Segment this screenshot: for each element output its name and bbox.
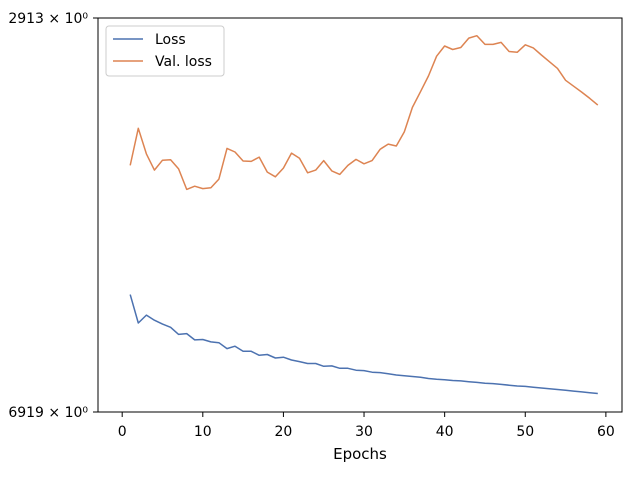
y-tick-label: 6919 × 10⁰ <box>8 405 88 421</box>
x-tick-label: 40 <box>436 424 454 440</box>
series-line-val-loss <box>129 34 599 191</box>
y-tick-label: 2913 × 10⁰ <box>8 11 88 27</box>
x-tick-label: 50 <box>516 424 534 440</box>
x-axis-label: Epochs <box>333 445 387 463</box>
plot-frame <box>97 17 623 413</box>
x-axis-ticks: 0 10 20 30 40 50 60 <box>118 412 615 440</box>
x-tick-label: 0 <box>118 424 127 440</box>
plot-area <box>98 18 622 412</box>
x-tick-label: 60 <box>597 424 615 440</box>
series-line-loss <box>129 294 598 395</box>
x-tick-label: 10 <box>194 424 212 440</box>
x-tick-label: 30 <box>355 424 373 440</box>
y-axis-ticks: 2913 × 10⁰ 6919 × 10⁰ <box>8 11 98 421</box>
x-tick-label: 20 <box>275 424 293 440</box>
legend: Loss Val. loss <box>105 25 225 77</box>
legend-label-val-loss: Val. loss <box>155 54 212 70</box>
series-layer <box>129 34 599 395</box>
legend-label-loss: Loss <box>155 32 186 48</box>
